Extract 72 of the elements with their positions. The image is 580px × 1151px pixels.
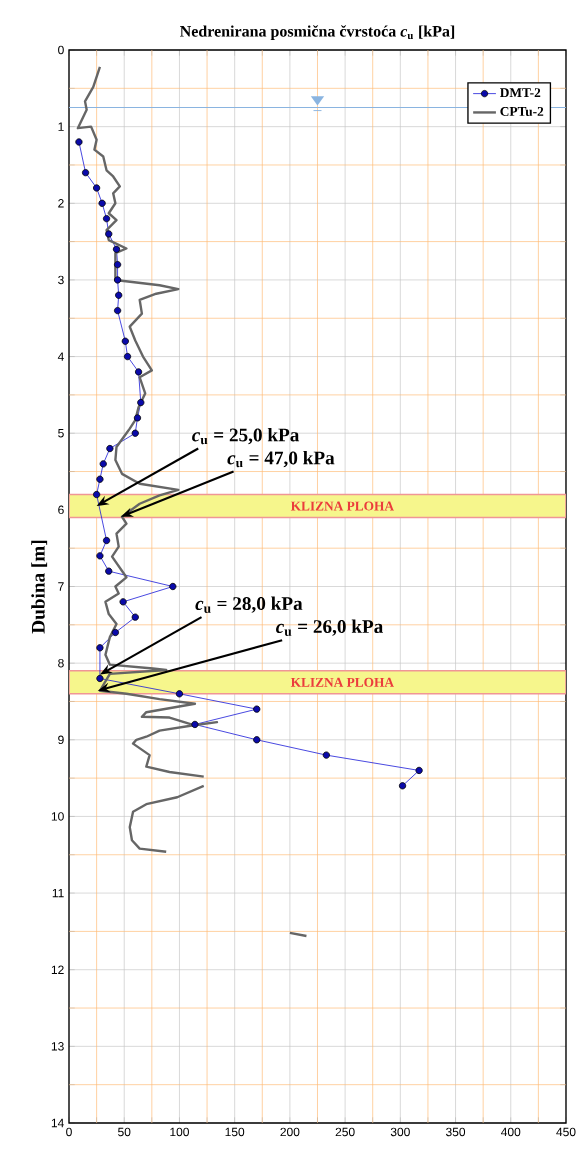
x-tick-label: 300 [390, 1127, 410, 1137]
y-tick-label: 11 [52, 888, 64, 898]
point [415, 766, 423, 775]
point [119, 598, 127, 606]
point [111, 628, 119, 637]
x-tick-label: 150 [225, 1127, 245, 1137]
point [133, 414, 142, 422]
legend-label: CPTu-2 [500, 107, 544, 117]
legend-label: DMT-2 [500, 88, 541, 98]
point [113, 306, 122, 315]
band-label: KLIZNA PLOHA [290, 501, 394, 511]
point [253, 736, 261, 744]
y-tick-label: 3 [58, 275, 64, 285]
chart-title: Nedrenirana posmična čvrstoća c$_{u}$ [kPa] [180, 25, 455, 40]
point [96, 644, 104, 652]
point [102, 215, 111, 223]
point [105, 230, 113, 238]
y-tick-label: 6 [58, 505, 64, 515]
x-tick-label: 100 [170, 1127, 189, 1137]
point [96, 475, 104, 483]
y-tick-label: 8 [58, 658, 64, 668]
point [131, 429, 139, 437]
point [175, 690, 184, 698]
y-tick-label: 14 [51, 1118, 64, 1128]
y-tick-label: 1 [58, 122, 64, 131]
y-tick-label: 13 [51, 1042, 64, 1051]
annotation: c$_{u}$ = 47,0 kPa [227, 450, 335, 468]
point [96, 674, 104, 683]
point [123, 352, 132, 361]
y-tick-label: 2 [58, 199, 64, 208]
y-tick-label: 7 [58, 582, 64, 591]
y-tick-label: 10 [51, 812, 64, 821]
point [75, 138, 83, 146]
annotation: c$_{u}$ = 26,0 kPa [276, 619, 384, 636]
y-tick-label: 5 [58, 429, 64, 438]
x-tick-label: 250 [335, 1127, 355, 1137]
point [322, 751, 330, 759]
point [81, 169, 90, 177]
y-axis-title: Dubina [m] [31, 540, 48, 634]
y-tick-label: 12 [51, 965, 64, 974]
x-tick-label: 50 [118, 1127, 131, 1137]
annotation: c$_{u}$ = 25,0 kPa [192, 427, 300, 445]
point [98, 199, 106, 207]
point [137, 398, 145, 407]
point [398, 782, 407, 790]
point [113, 276, 122, 284]
x-tick-label: 400 [501, 1127, 521, 1137]
point [93, 490, 101, 499]
point [113, 261, 122, 269]
point [99, 460, 107, 468]
point [115, 291, 123, 299]
point [121, 337, 129, 345]
x-tick-label: 0 [66, 1127, 72, 1137]
x-tick-label: 450 [556, 1127, 576, 1137]
point [134, 368, 143, 376]
y-tick-label: 9 [58, 735, 64, 745]
point [93, 184, 101, 192]
point [102, 536, 111, 545]
x-tick-label: 200 [280, 1127, 300, 1137]
point [131, 613, 139, 621]
point [106, 444, 114, 453]
band-label: KLIZNA PLOHA [290, 677, 394, 687]
point [96, 552, 104, 560]
y-tick-label: 4 [57, 352, 64, 361]
x-tick-label: 350 [446, 1127, 466, 1137]
point [105, 567, 113, 575]
point [253, 705, 261, 713]
annotation: c$_{u}$ = 28,0 kPa [195, 596, 303, 613]
point [191, 720, 199, 729]
y-tick-label: 0 [58, 45, 64, 55]
point [169, 582, 177, 591]
point [112, 245, 121, 253]
